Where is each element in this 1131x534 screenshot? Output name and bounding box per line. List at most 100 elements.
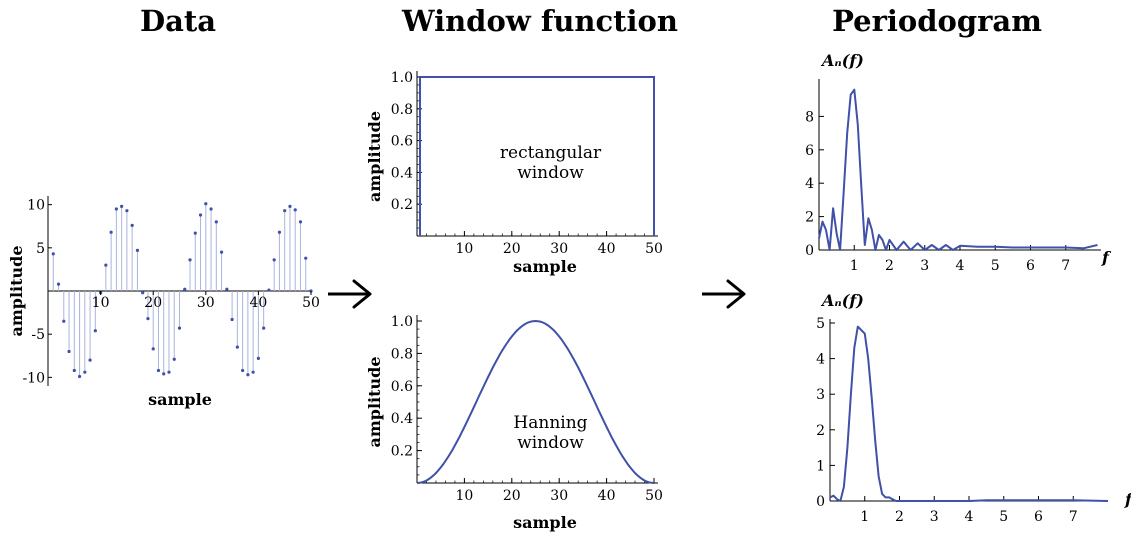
x-tick-label: 50 <box>645 241 663 257</box>
y-tick-label: 5 <box>816 316 825 332</box>
data-point <box>125 209 129 213</box>
y-axis-label: amplitude <box>7 245 26 336</box>
x-tick-label: 20 <box>144 295 162 311</box>
x-tick-label: 10 <box>92 295 110 311</box>
y-tick-label: 4 <box>805 176 814 192</box>
window-curve <box>416 319 655 484</box>
heading-data: Data <box>139 4 217 38</box>
x-tick-label: 30 <box>550 488 568 504</box>
window-annotation: window <box>517 433 584 453</box>
y-axis-label: amplitude <box>365 356 384 447</box>
heading-window-function: Window function <box>402 4 678 38</box>
y-tick-label: 0.8 <box>391 102 413 118</box>
window-annotation: window <box>517 163 584 183</box>
data-point <box>114 207 118 211</box>
data-point <box>198 213 203 217</box>
data-point <box>72 368 76 373</box>
data-plot: 10 20 30 40 50 10 5 -5 -10 sample amplitude <box>7 196 320 409</box>
rect-window-plot: 10 20 30 40 50 0.2 0.4 0.6 0.8 1.0 sample amplitude… <box>365 70 663 276</box>
x-tick-label: 1 <box>850 258 859 274</box>
right-arrow-icon <box>328 279 372 309</box>
y-tick-label: 10 <box>27 198 45 214</box>
heading-periodogram: Periodogram <box>832 4 1042 38</box>
data-point <box>88 358 92 362</box>
data-point <box>251 370 255 374</box>
data-point <box>214 220 218 224</box>
x-tick-label: 10 <box>455 241 473 257</box>
data-point <box>141 291 145 295</box>
y-tick-label: 2 <box>816 423 825 439</box>
y-tick-label: 1.0 <box>391 70 413 86</box>
y-axis-label: Aₙ(f) <box>820 291 864 310</box>
y-tick-label: 4 <box>816 352 825 368</box>
x-tick-label: 40 <box>598 488 616 504</box>
x-tick-label: 4 <box>956 258 965 274</box>
x-tick-label: 40 <box>249 295 267 311</box>
x-tick-label: 1 <box>860 509 869 525</box>
data-point <box>304 256 308 260</box>
data-point <box>298 220 303 224</box>
x-tick-label: 2 <box>895 509 904 525</box>
x-tick-label: 5 <box>991 258 1000 274</box>
x-tick-label: 20 <box>503 241 521 257</box>
data-point <box>167 370 171 374</box>
data-point <box>172 357 176 361</box>
y-tick-label: 1.0 <box>391 314 413 330</box>
y-tick-label: -10 <box>22 370 45 386</box>
data-point <box>183 287 187 291</box>
data-point <box>162 372 166 376</box>
data-point <box>219 250 224 254</box>
y-axis-label: Aₙ(f) <box>820 51 864 70</box>
periodogram-curve <box>829 325 1109 502</box>
x-axis-label: f <box>1101 248 1112 267</box>
data-point <box>104 263 108 267</box>
data-point <box>188 258 192 262</box>
window-curve <box>419 76 655 236</box>
data-point <box>272 258 276 262</box>
y-tick-label: 0 <box>805 243 814 259</box>
x-tick-label: 30 <box>197 295 215 311</box>
data-point <box>267 288 271 292</box>
pgram_hann-periodogram-plot: 1 2 3 4 5 6 7 0 1 2 3 4 5 Aₙ(f) f <box>816 291 1131 525</box>
x-tick-label: 50 <box>645 488 663 504</box>
data-point <box>51 252 55 256</box>
data-point <box>62 319 66 323</box>
x-tick-label: 6 <box>1026 258 1035 274</box>
window-annotation: Hanning <box>513 413 587 433</box>
data-point <box>146 317 150 321</box>
data-point <box>177 326 182 330</box>
data-point <box>120 204 124 208</box>
y-tick-label: 0.4 <box>391 411 413 427</box>
x-tick-label: 3 <box>930 509 939 525</box>
x-tick-label: 7 <box>1061 258 1070 274</box>
data-point <box>193 231 197 235</box>
data-point <box>225 287 229 291</box>
data-point <box>293 208 297 212</box>
data-point <box>277 230 282 234</box>
data-point <box>151 347 155 351</box>
y-tick-label: 2 <box>805 210 814 226</box>
x-axis-label: sample <box>513 513 577 532</box>
data-point <box>204 202 208 206</box>
y-axis-label: amplitude <box>365 111 384 202</box>
data-point <box>246 373 250 377</box>
x-tick-label: 3 <box>920 258 929 274</box>
y-tick-label: 0 <box>816 494 825 510</box>
data-point <box>288 204 292 208</box>
data-point <box>130 223 134 227</box>
data-point <box>67 349 71 354</box>
x-tick-label: 7 <box>1069 509 1078 525</box>
window-annotation: rectangular <box>500 143 602 163</box>
y-tick-label: 0.2 <box>391 197 413 213</box>
data-point <box>77 374 82 379</box>
x-tick-label: 40 <box>598 241 616 257</box>
data-point <box>156 368 161 373</box>
y-tick-label: 0.2 <box>391 444 413 460</box>
x-tick-label: 30 <box>550 241 568 257</box>
x-axis-label: f <box>1124 490 1131 509</box>
x-tick-label: 50 <box>302 295 320 311</box>
data-point <box>230 317 234 322</box>
y-tick-label: 3 <box>816 387 825 403</box>
right-arrow-icon <box>702 279 746 309</box>
